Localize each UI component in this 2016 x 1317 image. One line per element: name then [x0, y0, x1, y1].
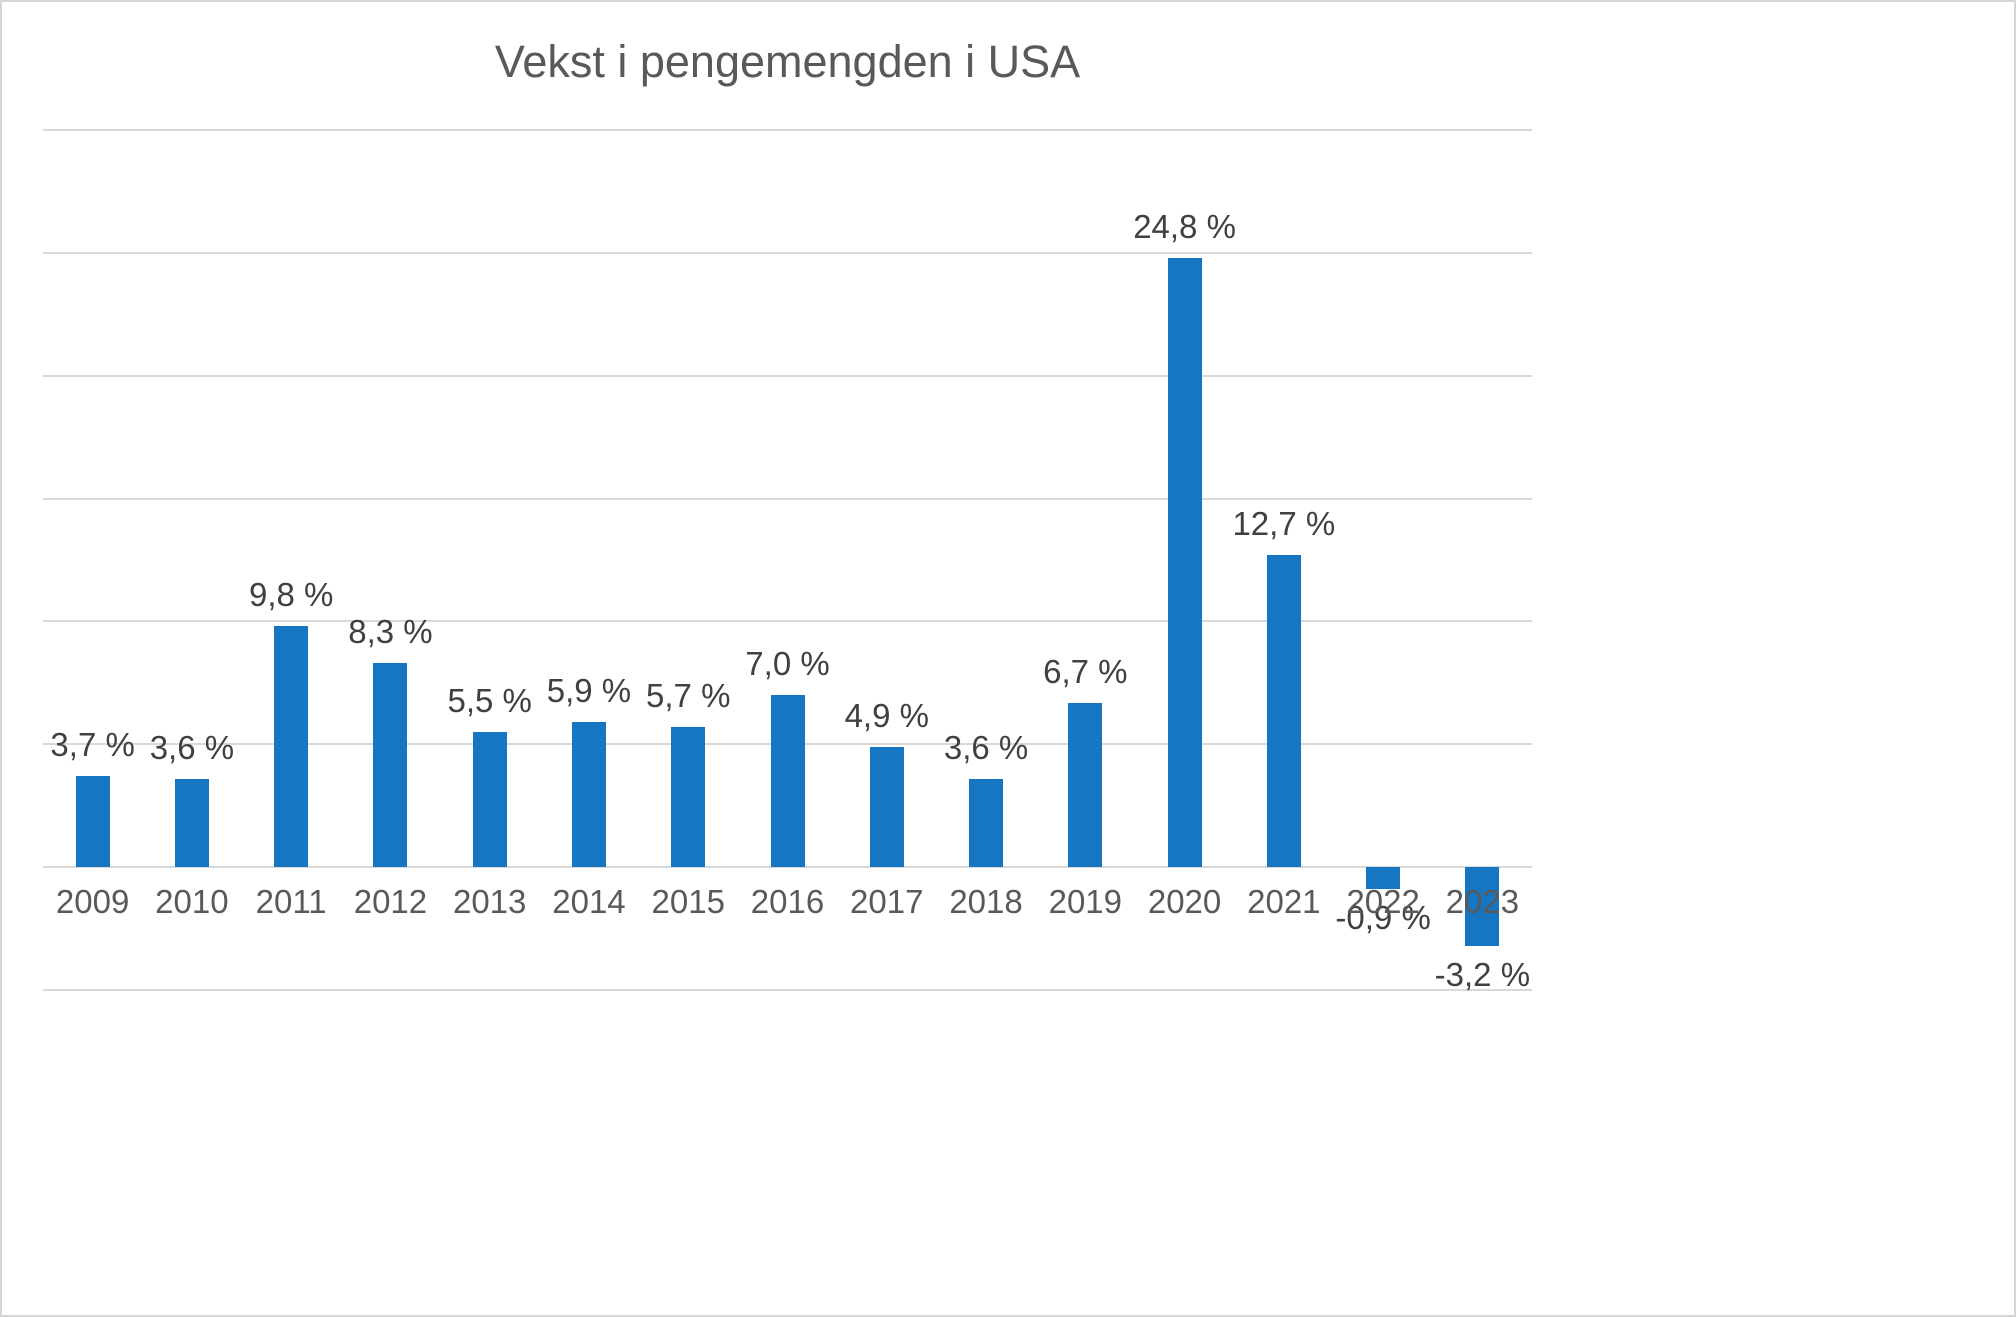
- data-label-2011: 9,8 %: [248, 576, 334, 614]
- data-label-2020: 24,8 %: [1133, 207, 1236, 245]
- bar-2012: [373, 663, 408, 868]
- x-tick-label-2014: 2014: [552, 883, 626, 921]
- data-label-2013: 5,5 %: [447, 682, 532, 719]
- gridline: [43, 620, 1532, 623]
- bar-2015: [671, 727, 706, 868]
- bar-2019: [1068, 702, 1103, 868]
- chart-title: Vekst i pengemengden i USA: [494, 36, 1081, 87]
- data-label-2021: 12,7 %: [1232, 505, 1336, 543]
- bar-2021: [1266, 555, 1301, 868]
- bar-2022: [1366, 867, 1401, 890]
- bar-2016: [770, 695, 805, 868]
- bar-2009: [75, 776, 110, 868]
- data-label-2009: 3,7 %: [50, 726, 135, 764]
- x-tick-label-2015: 2015: [651, 883, 725, 921]
- gridline: [43, 251, 1532, 254]
- x-tick-label-2023: 2023: [1445, 883, 1520, 921]
- data-label-2022: -0,9 %: [1335, 899, 1431, 937]
- gridline: [43, 989, 1532, 991]
- x-tick-label-2010: 2010: [155, 883, 229, 921]
- x-tick-label-2012: 2012: [353, 883, 428, 921]
- data-label-2018: 3,6 %: [943, 728, 1029, 766]
- data-label-2019: 6,7 %: [1043, 652, 1128, 690]
- data-label-2016: 7,0 %: [745, 645, 830, 683]
- data-label-2012: 8,3 %: [348, 613, 433, 651]
- x-tick-label-2009: 2009: [55, 883, 130, 921]
- x-tick-label-2021: 2021: [1247, 883, 1321, 921]
- x-tick-label-2011: 2011: [255, 883, 327, 921]
- x-tick-label-2017: 2017: [850, 883, 924, 921]
- x-tick-label-2013: 2013: [452, 883, 527, 921]
- x-tick-label-2019: 2019: [1048, 883, 1123, 921]
- gridline: [43, 866, 1532, 869]
- gridline: [43, 497, 1532, 500]
- x-tick-label-2020: 2020: [1147, 883, 1222, 921]
- bar-2010: [174, 778, 209, 868]
- gridline: [43, 374, 1532, 377]
- bar-2013: [472, 732, 507, 868]
- bar-2020: [1167, 257, 1202, 868]
- bar-2014: [571, 722, 606, 868]
- bar-2023: [1465, 867, 1500, 946]
- data-label-2010: 3,6 %: [149, 728, 235, 766]
- data-label-2023: -3,2 %: [1434, 955, 1531, 993]
- bar-2017: [869, 746, 904, 868]
- data-label-2015: 5,7 %: [646, 677, 731, 715]
- bar-2018: [969, 778, 1004, 868]
- x-tick-label-2022: 2022: [1346, 883, 1420, 921]
- x-tick-label-2016: 2016: [750, 883, 825, 921]
- bar-2011: [274, 626, 309, 868]
- gridline: [43, 129, 1532, 131]
- x-tick-label-2018: 2018: [949, 883, 1023, 921]
- data-label-2014: 5,9 %: [546, 672, 632, 710]
- data-label-2017: 4,9 %: [844, 696, 929, 734]
